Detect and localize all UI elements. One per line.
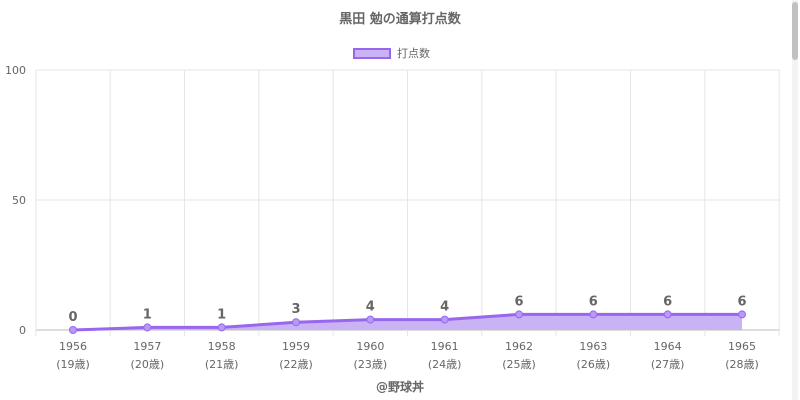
- x-tick-sublabel: (28歳): [725, 358, 759, 371]
- data-label: 4: [440, 300, 449, 315]
- area-layer: [69, 310, 746, 334]
- data-label: 6: [737, 294, 746, 309]
- y-tick-label: 100: [5, 64, 26, 77]
- data-label: 6: [663, 294, 672, 309]
- x-tick-sublabel: (21歳): [205, 358, 239, 371]
- data-point: [589, 310, 598, 319]
- footer-credit: @野球丼: [375, 380, 424, 394]
- chart-title: 黒田 勉の通算打点数: [339, 12, 461, 27]
- data-point: [217, 323, 226, 332]
- legend-swatch: [353, 47, 391, 59]
- y-tick-label: 0: [19, 324, 26, 337]
- data-point: [292, 318, 300, 327]
- data-point: [663, 310, 672, 319]
- x-tick-sublabel: (22歳): [279, 358, 313, 371]
- data-label: 3: [291, 302, 300, 317]
- x-tick-sublabel: (27歳): [651, 358, 685, 371]
- data-label: 6: [589, 294, 598, 309]
- data-label: 1: [217, 307, 226, 322]
- x-tick-label: 1963: [579, 340, 607, 353]
- x-tick-label: 1957: [133, 340, 161, 353]
- x-tick-label: 1964: [654, 340, 682, 353]
- data-point: [515, 310, 523, 319]
- x-tick-label: 1965: [728, 340, 756, 353]
- data-point: [69, 326, 77, 334]
- scroll-thumb[interactable]: [792, 2, 798, 60]
- data-point: [440, 315, 449, 324]
- x-tick-sublabel: (25歳): [502, 358, 536, 371]
- x-tick-label: 1958: [208, 340, 236, 353]
- x-tick-label: 1956: [59, 340, 87, 353]
- x-tick-label: 1959: [282, 340, 310, 353]
- legend[interactable]: 打点数: [353, 45, 430, 61]
- x-tick-sublabel: (23歳): [354, 358, 388, 371]
- x-tick-sublabel: (19歳): [56, 358, 90, 371]
- data-label: 1: [143, 307, 152, 322]
- data-point: [738, 310, 746, 319]
- x-tick-sublabel: (26歳): [577, 358, 611, 371]
- data-label: 0: [68, 310, 77, 325]
- label-layer: 1956 (19歳) 1957 (20歳) 1958 (21歳) 1959 (22歳) 1960…: [56, 294, 759, 371]
- series-line: [72, 312, 742, 332]
- legend-label: 打点数: [397, 47, 430, 60]
- y-tick-label: 50: [12, 194, 26, 207]
- data-point: [366, 315, 375, 324]
- data-label: 6: [514, 294, 523, 309]
- x-tick-label: 1962: [505, 340, 533, 353]
- x-tick-sublabel: (24歳): [428, 358, 462, 371]
- x-tick-sublabel: (20歳): [131, 358, 165, 371]
- x-tick-label: 1961: [431, 340, 459, 353]
- scrollbar[interactable]: [792, 0, 798, 400]
- data-label: 4: [366, 300, 375, 315]
- x-tick-label: 1960: [356, 340, 384, 353]
- data-point: [143, 323, 152, 332]
